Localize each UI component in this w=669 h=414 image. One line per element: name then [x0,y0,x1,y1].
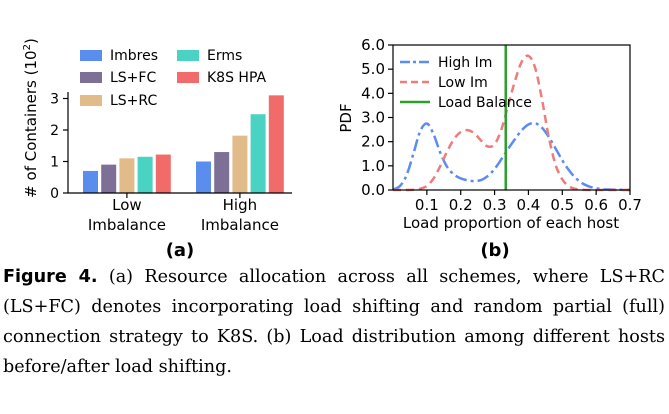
caption-label: Figure 4. [3,267,98,287]
legend-label: LS+FC [110,70,156,86]
y-tick-label: 3 [50,92,59,108]
y-axis-label: PDF [337,103,355,132]
line-low-im [392,54,630,192]
legend-label: LS+RC [110,93,157,109]
y-axis-label: # of Containers (102) [22,38,40,198]
bar-imbres-0 [83,170,98,193]
x-tick-label: 0.5 [550,196,574,214]
legend: High Im Low Im Load Balance [400,55,532,111]
y-tick-label: 0 [50,186,59,202]
x-tick-label: 0.1 [415,196,439,214]
bar-ls-fc-1 [214,152,230,193]
legend-label: Erms [207,48,242,64]
x-tick-label: Imbalance [88,216,166,234]
panel-label-a: (a) [166,240,195,261]
figure: 0 1 2 3 Low Imbalance High Imbalance # of Cont… [22,36,642,261]
y-tick-label: 2 [50,123,59,139]
x-tick-label: Imbalance [201,216,279,234]
legend-label: Low Im [438,75,488,91]
legend-label: Imbres [110,48,158,64]
legend-label: Load Balance [438,95,532,111]
panel-label-b: (b) [480,240,509,261]
y-tick-label: 1 [50,155,59,171]
bar-erms-0 [137,156,153,193]
y-tick-label: 1.0 [361,157,385,175]
legend-swatch [80,95,102,106]
bar-k8s-hpa-1 [268,95,284,193]
legend: Imbres LS+FC LS+RC Erms K8S HPA [80,48,266,109]
y-tick-label: 4.0 [361,84,385,102]
x-axis-label: Load proportion of each host [403,214,619,232]
legend-swatch [80,50,102,61]
bar-chart-panel: 0 1 2 3 Low Imbalance High Imbalance # of Cont… [22,38,292,261]
y-tick-label: 2.0 [361,133,385,151]
line-chart-panel: 0.0 1.0 2.0 3.0 4.0 5.0 6.0 0.1 0.2 0.3 0.4 0.5 0.6… [337,36,642,261]
bar-ls-fc-0 [101,164,117,193]
legend-swatch [80,72,102,83]
legend-label: K8S HPA [207,70,266,86]
x-tick-label: 0.4 [516,196,540,214]
y-tick-label: 6.0 [361,36,385,54]
x-tick-label: 0.6 [584,196,608,214]
x-tick-label: Low [112,196,142,214]
plot-frame [392,44,631,191]
legend-label: High Im [438,55,492,71]
bar-ls-rc-1 [232,135,248,193]
figure-caption: Figure 4. (a) Resource allocation across… [3,262,665,382]
legend-swatch [177,72,199,83]
x-tick-label: 0.2 [449,196,473,214]
bar-k8s-hpa-0 [155,154,171,193]
y-tick-label: 5.0 [361,60,385,78]
legend-swatch [177,50,199,61]
y-tick-label: 3.0 [361,109,385,127]
bar-ls-rc-0 [119,158,135,193]
x-tick-label: High [223,196,257,214]
x-tick-label: 0.7 [618,196,642,214]
y-tick-label: 0.0 [361,181,385,199]
caption-text: (a) Resource allocation across all schem… [3,267,665,377]
bar-erms-1 [250,114,266,193]
x-tick-label: 0.3 [483,196,507,214]
bar-imbres-1 [196,161,211,193]
line-high-im [392,121,631,192]
